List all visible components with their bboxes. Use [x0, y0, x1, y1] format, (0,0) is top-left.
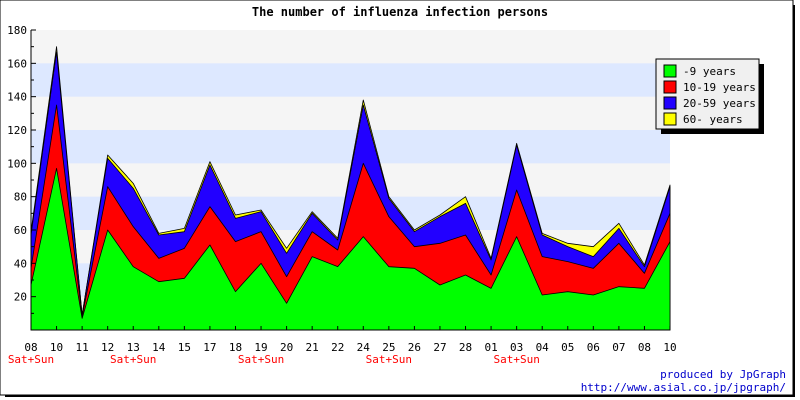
- x-tick-label: 08: [638, 341, 651, 354]
- legend-label: 10-19 years: [683, 81, 756, 94]
- y-tick-label: 160: [7, 57, 27, 70]
- legend: -9 years 10-19 years 20-59 years 60- years: [655, 58, 764, 134]
- x-tick-label: 01: [484, 341, 497, 354]
- axes: [30, 29, 671, 331]
- legend-label: 60- years: [683, 113, 743, 126]
- weekend-label: Sat+Sun: [110, 353, 156, 366]
- x-tick-label: 10: [50, 341, 63, 354]
- y-tick-label: 20: [14, 291, 27, 304]
- footer-url: http://www.asial.co.jp/jpgraph/: [581, 381, 786, 394]
- x-tick-label: 10: [663, 341, 676, 354]
- area--9-years: [30, 167, 671, 331]
- legend-swatch: [663, 80, 677, 94]
- weekend-labels: Sat+Sun Sat+Sun Sat+Sun Sat+Sun Sat+Sun: [8, 353, 540, 366]
- legend-swatch: [663, 96, 677, 110]
- x-tick-labels: 08 10 11 12 13 14 15 17 18 19 20 21 22 24 25 26 27 28 01 03…: [24, 341, 676, 354]
- x-tick-label: 25: [382, 341, 395, 354]
- legend-swatch: [663, 64, 677, 78]
- x-tick-label: 21: [306, 341, 319, 354]
- x-tick-label: 13: [127, 341, 140, 354]
- x-tick-label: 15: [178, 341, 191, 354]
- x-tick-label: 12: [101, 341, 114, 354]
- x-tick-label: 19: [254, 341, 267, 354]
- x-tick-label: 05: [561, 341, 574, 354]
- x-tick-label: 03: [510, 341, 523, 354]
- x-tick-label: 18: [229, 341, 242, 354]
- footer-credit: produced by JpGraph: [660, 368, 786, 381]
- x-tick-label: 27: [433, 341, 446, 354]
- y-tick-label: 120: [7, 124, 27, 137]
- x-tick-label: 24: [357, 341, 371, 354]
- weekend-label: Sat+Sun: [493, 353, 539, 366]
- x-tick-label: 17: [203, 341, 216, 354]
- x-tick-label: 26: [408, 341, 421, 354]
- y-tick-label: 140: [7, 91, 27, 104]
- x-tick-label: 06: [587, 341, 600, 354]
- y-tick-label: 40: [14, 257, 27, 270]
- x-tick-label: 08: [24, 341, 37, 354]
- y-tick-label: 60: [14, 224, 27, 237]
- series-areas: [30, 46, 671, 331]
- x-tick-label: 04: [536, 341, 550, 354]
- chart-title: The number of influenza infection person…: [252, 5, 548, 19]
- x-tick-label: 22: [331, 341, 344, 354]
- legend-label: 20-59 years: [683, 97, 756, 110]
- weekend-label: Sat+Sun: [238, 353, 284, 366]
- y-tick-label: 180: [7, 24, 27, 37]
- y-tick-label: 100: [7, 157, 27, 170]
- grid-band: [31, 130, 670, 164]
- x-tick-label: 11: [75, 341, 88, 354]
- x-tick-label: 28: [459, 341, 472, 354]
- y-tick-labels: 20 40 60 80 100 120 140 160 180: [7, 24, 27, 304]
- weekend-label: Sat+Sun: [8, 353, 54, 366]
- legend-swatch: [663, 112, 677, 126]
- weekend-label: Sat+Sun: [366, 353, 412, 366]
- y-tick-label: 80: [14, 191, 27, 204]
- x-tick-label: 14: [152, 341, 166, 354]
- x-tick-label: 20: [280, 341, 293, 354]
- grid-band: [31, 63, 670, 97]
- x-tick-label: 07: [612, 341, 625, 354]
- legend-label: -9 years: [683, 65, 736, 78]
